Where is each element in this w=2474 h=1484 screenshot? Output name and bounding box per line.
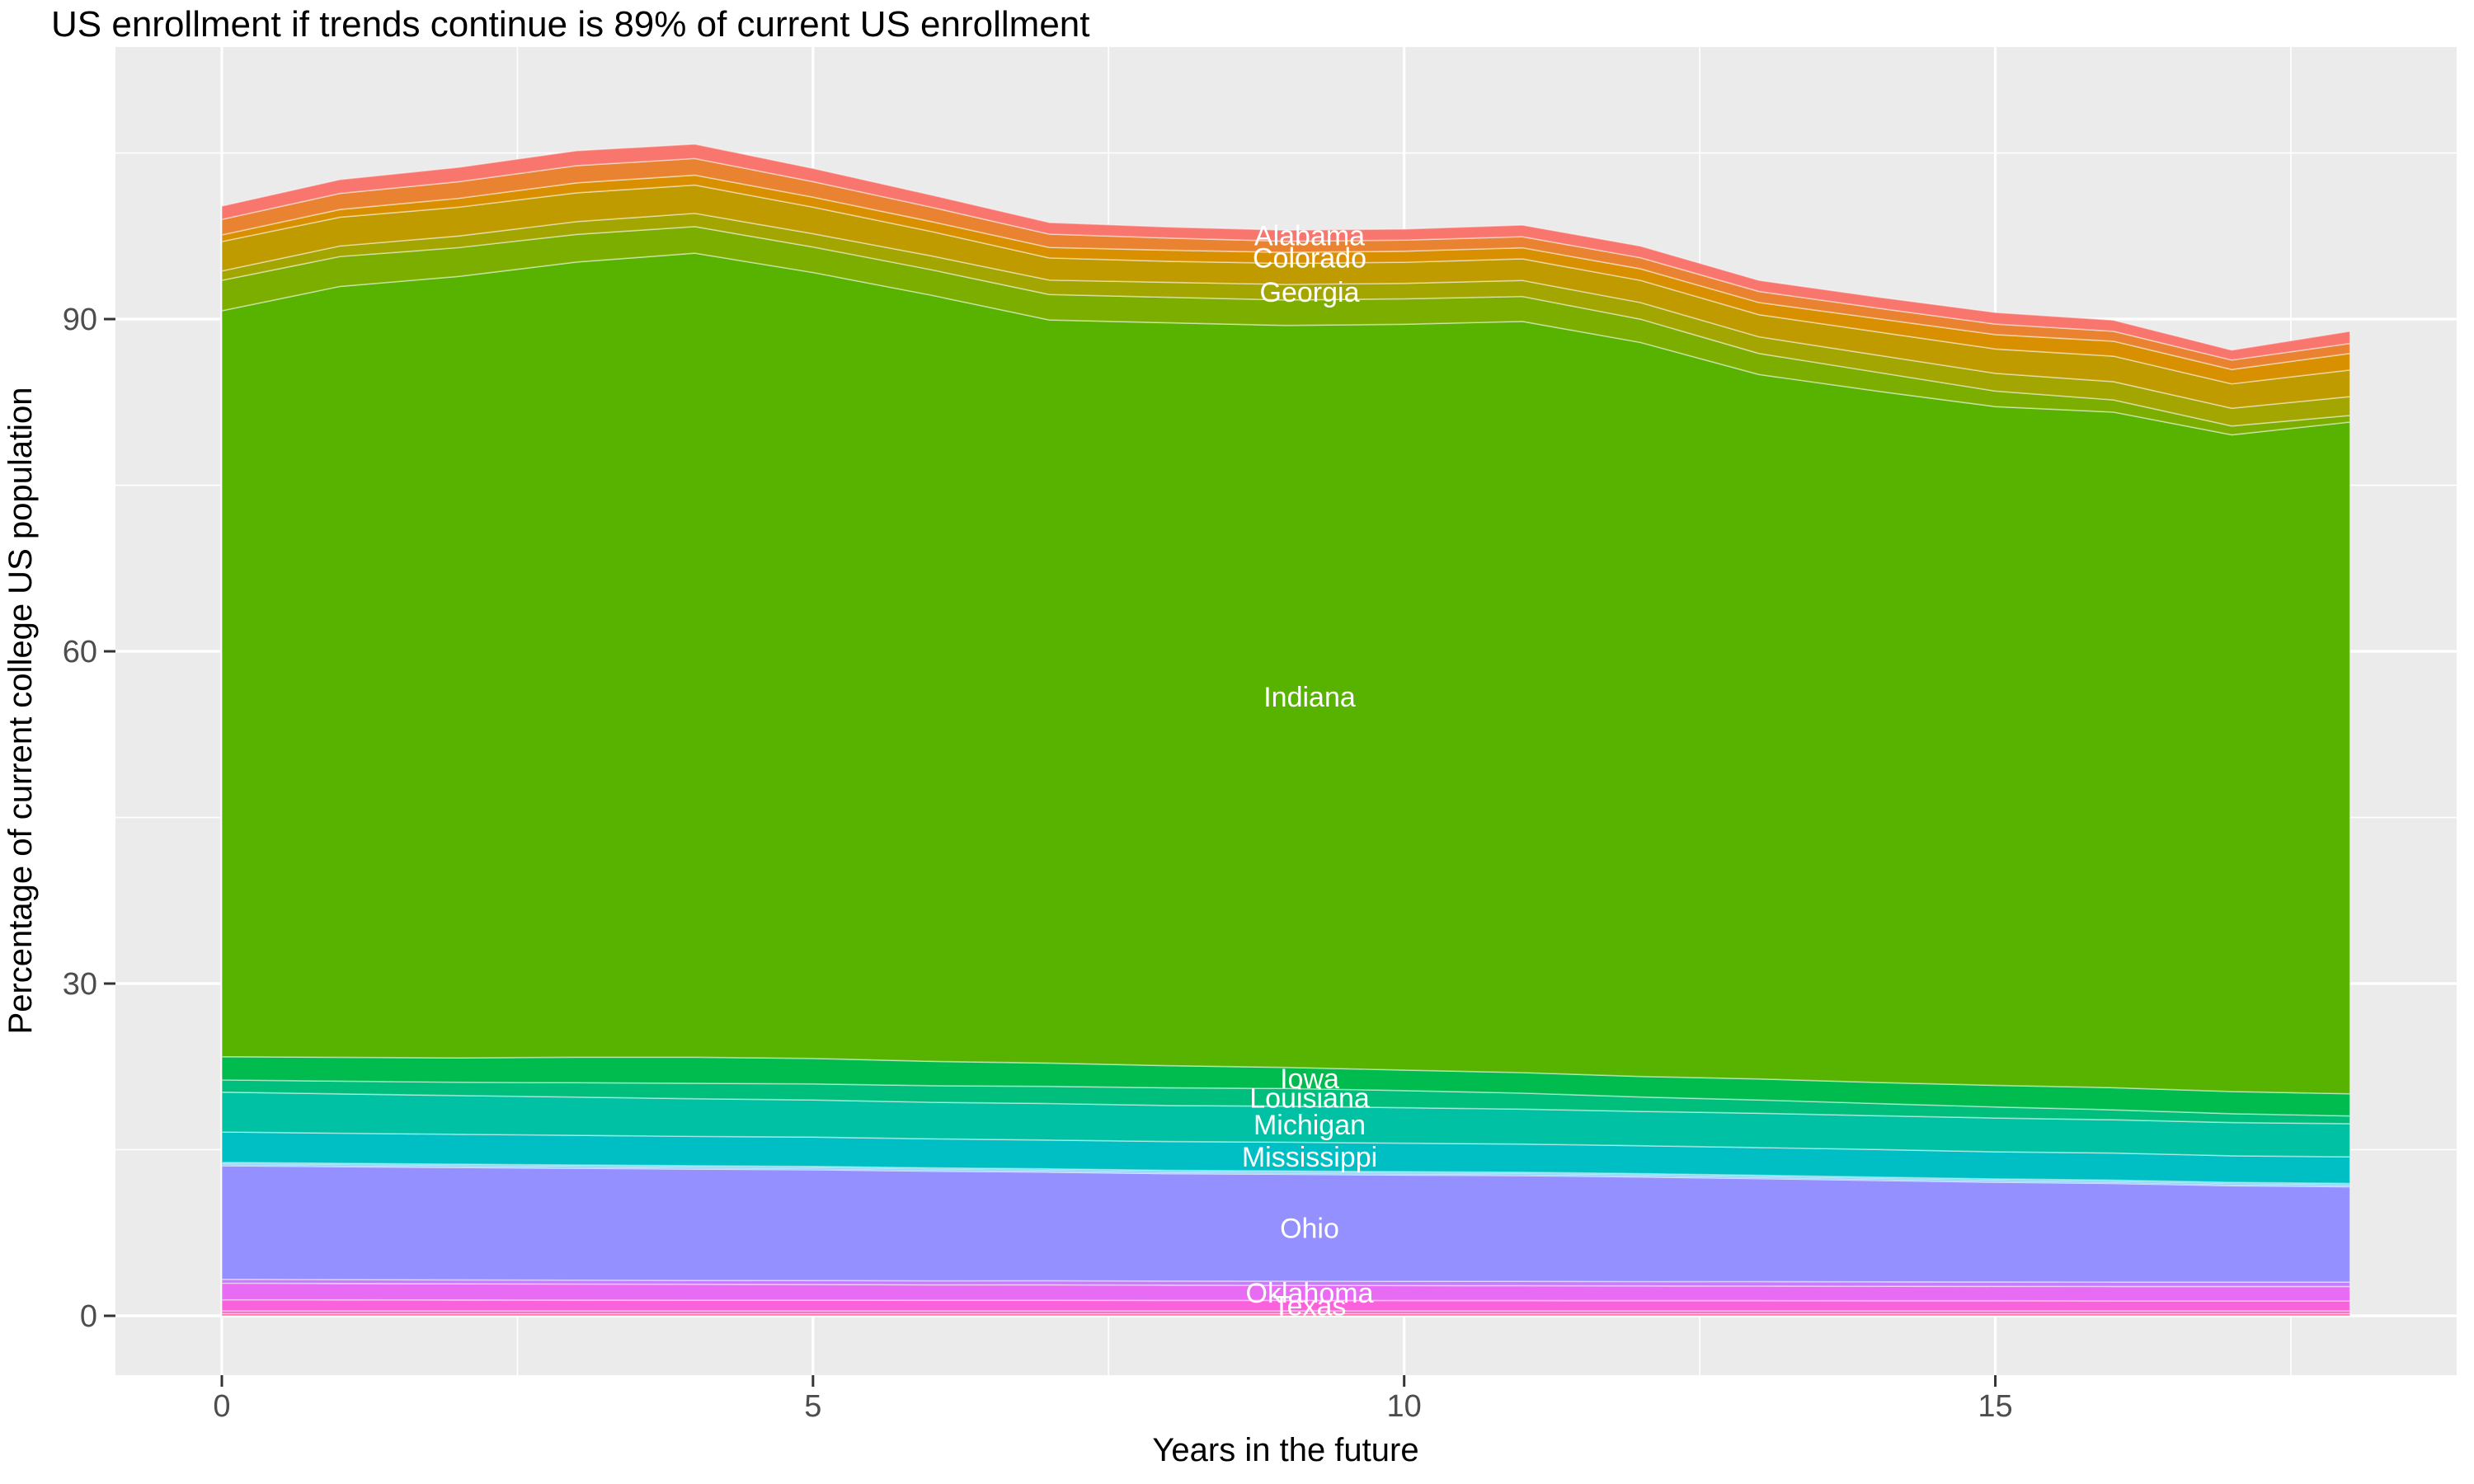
area-band-unlabeled-15: [221, 1278, 2351, 1288]
area-band-alabama: [221, 143, 2351, 361]
x-axis-tick-labels: 0 5 10 15: [213, 1389, 2012, 1424]
state-label-colorado: Colorado: [1253, 242, 1366, 274]
area-band-louisiana: [221, 1079, 2351, 1125]
state-label-alabama: Alabama: [1254, 221, 1365, 252]
state-label-mississippi: Mississippi: [1242, 1142, 1377, 1173]
y-tick-label: 60: [63, 635, 97, 669]
y-axis-title: Percentage of current college US populat…: [2, 387, 39, 1035]
state-label-texas: Texas: [1273, 1291, 1347, 1322]
state-label-ohio: Ohio: [1280, 1213, 1339, 1244]
state-label-iowa: Iowa: [1280, 1064, 1339, 1095]
x-axis-title: Years in the future: [1152, 1432, 1418, 1468]
state-label-indiana: Indiana: [1263, 682, 1356, 713]
y-tick-label: 90: [63, 303, 97, 337]
state-label-georgia: Georgia: [1260, 277, 1360, 308]
x-tick-label: 10: [1387, 1389, 1422, 1424]
y-tick-label: 30: [63, 967, 97, 1002]
y-axis-tick-labels: 0 30 60 90: [63, 303, 97, 1334]
state-label-michigan: Michigan: [1253, 1110, 1366, 1141]
area-band-unlabeled-1: [221, 157, 2351, 370]
chart-title: US enrollment if trends continue is 89% …: [51, 4, 1089, 45]
x-tick-label: 5: [804, 1389, 821, 1424]
x-tick-label: 15: [1978, 1389, 2012, 1424]
state-label-louisiana: Louisiana: [1249, 1082, 1370, 1114]
area-band-mississippi: [221, 1131, 2351, 1185]
state-label-oklahoma: Oklahoma: [1246, 1278, 1374, 1309]
stacked-area-series: [221, 143, 2351, 1317]
y-tick-label: 0: [80, 1299, 97, 1334]
x-tick-label: 0: [213, 1389, 230, 1424]
area-band-colorado: [221, 174, 2351, 385]
axis-tick-marks: [104, 317, 1997, 1387]
